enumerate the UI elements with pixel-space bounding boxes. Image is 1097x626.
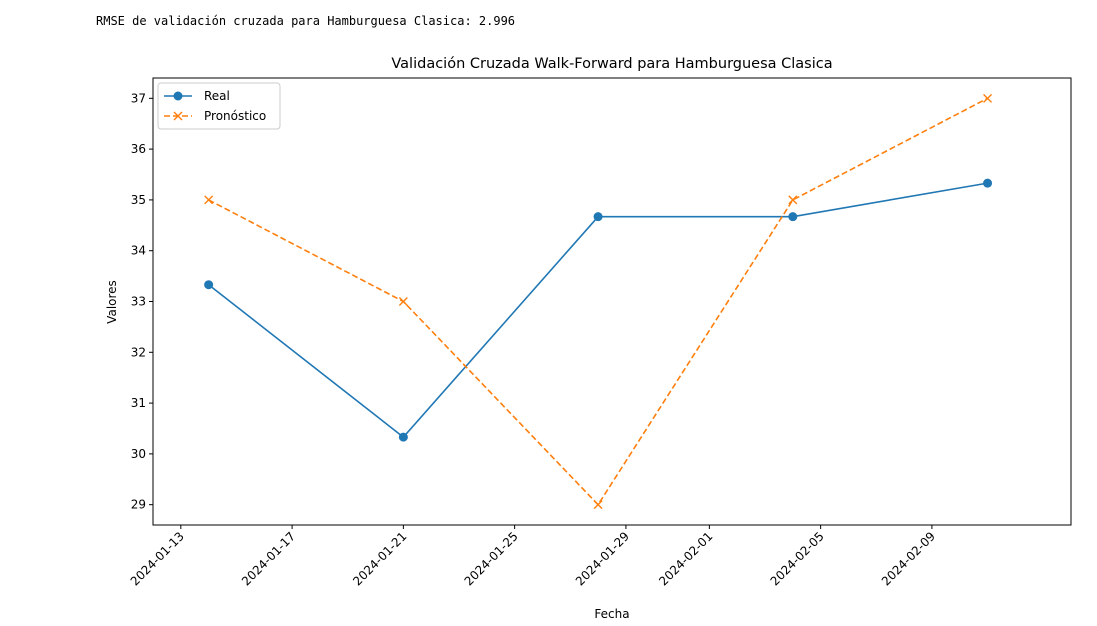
marker-stroke	[398, 297, 408, 306]
data-point-real	[204, 280, 214, 290]
data-point-real	[593, 212, 603, 222]
x-tick-label: 2024-01-25	[462, 529, 521, 588]
marker-stroke	[593, 500, 603, 510]
x-tick-label: 2024-02-05	[768, 529, 827, 588]
y-tick-label: 31	[131, 396, 146, 410]
data-point-forecast	[398, 297, 408, 306]
y-tick-label: 34	[131, 244, 146, 258]
y-tick-label: 32	[131, 345, 146, 359]
data-point-forecast	[593, 500, 603, 510]
data-point-forecast	[983, 93, 993, 103]
y-tick-label: 33	[131, 295, 146, 309]
data-point-real	[788, 212, 798, 222]
marker-stroke	[788, 195, 798, 205]
y-tick-label: 35	[131, 193, 146, 207]
x-axis: 2024-01-13 2024-01-17 2024-01-21 2024-01-25…	[128, 525, 938, 588]
y-tick-label: 36	[131, 142, 146, 156]
series-line-forecast	[208, 97, 988, 506]
x-tick-label: 2024-01-13	[128, 529, 187, 588]
chart-title: Validación Cruzada Walk-Forward para Ham…	[391, 56, 832, 72]
y-axis-label: Valores	[105, 280, 119, 324]
console-output-line: RMSE de validación cruzada para Hamburgu…	[96, 14, 516, 28]
x-tick-label: 2024-01-29	[573, 529, 632, 588]
y-tick-label: 30	[131, 447, 146, 461]
legend-entry-label: Pronóstico	[204, 109, 266, 123]
data-point-forecast	[788, 195, 798, 205]
x-axis-label: Fecha	[594, 607, 629, 621]
y-axis: 29 30 31 32 33 34 35 36 37	[131, 91, 153, 512]
y-tick-label: 29	[131, 498, 146, 512]
data-point-real	[398, 432, 408, 442]
legend-entry-label: Real	[204, 89, 230, 103]
legend: Real Pronóstico	[157, 82, 281, 130]
x-tick-label: 2024-01-17	[239, 529, 298, 588]
marker-stroke	[204, 195, 214, 205]
data-point-forecast	[204, 195, 214, 205]
x-tick-label: 2024-02-01	[656, 529, 715, 588]
marker-stroke	[983, 93, 993, 103]
legend-marker-circle	[173, 91, 183, 101]
legend-marker-x	[173, 111, 183, 121]
x-tick-label: 2024-01-21	[350, 529, 409, 588]
plot-area-frame	[152, 77, 1072, 526]
legend-frame	[157, 82, 281, 130]
x-tick-label: 2024-02-09	[879, 529, 938, 588]
series-line-real	[208, 182, 988, 439]
data-point-real	[983, 178, 993, 188]
y-tick-label: 37	[131, 91, 146, 105]
series-layer	[204, 93, 993, 510]
